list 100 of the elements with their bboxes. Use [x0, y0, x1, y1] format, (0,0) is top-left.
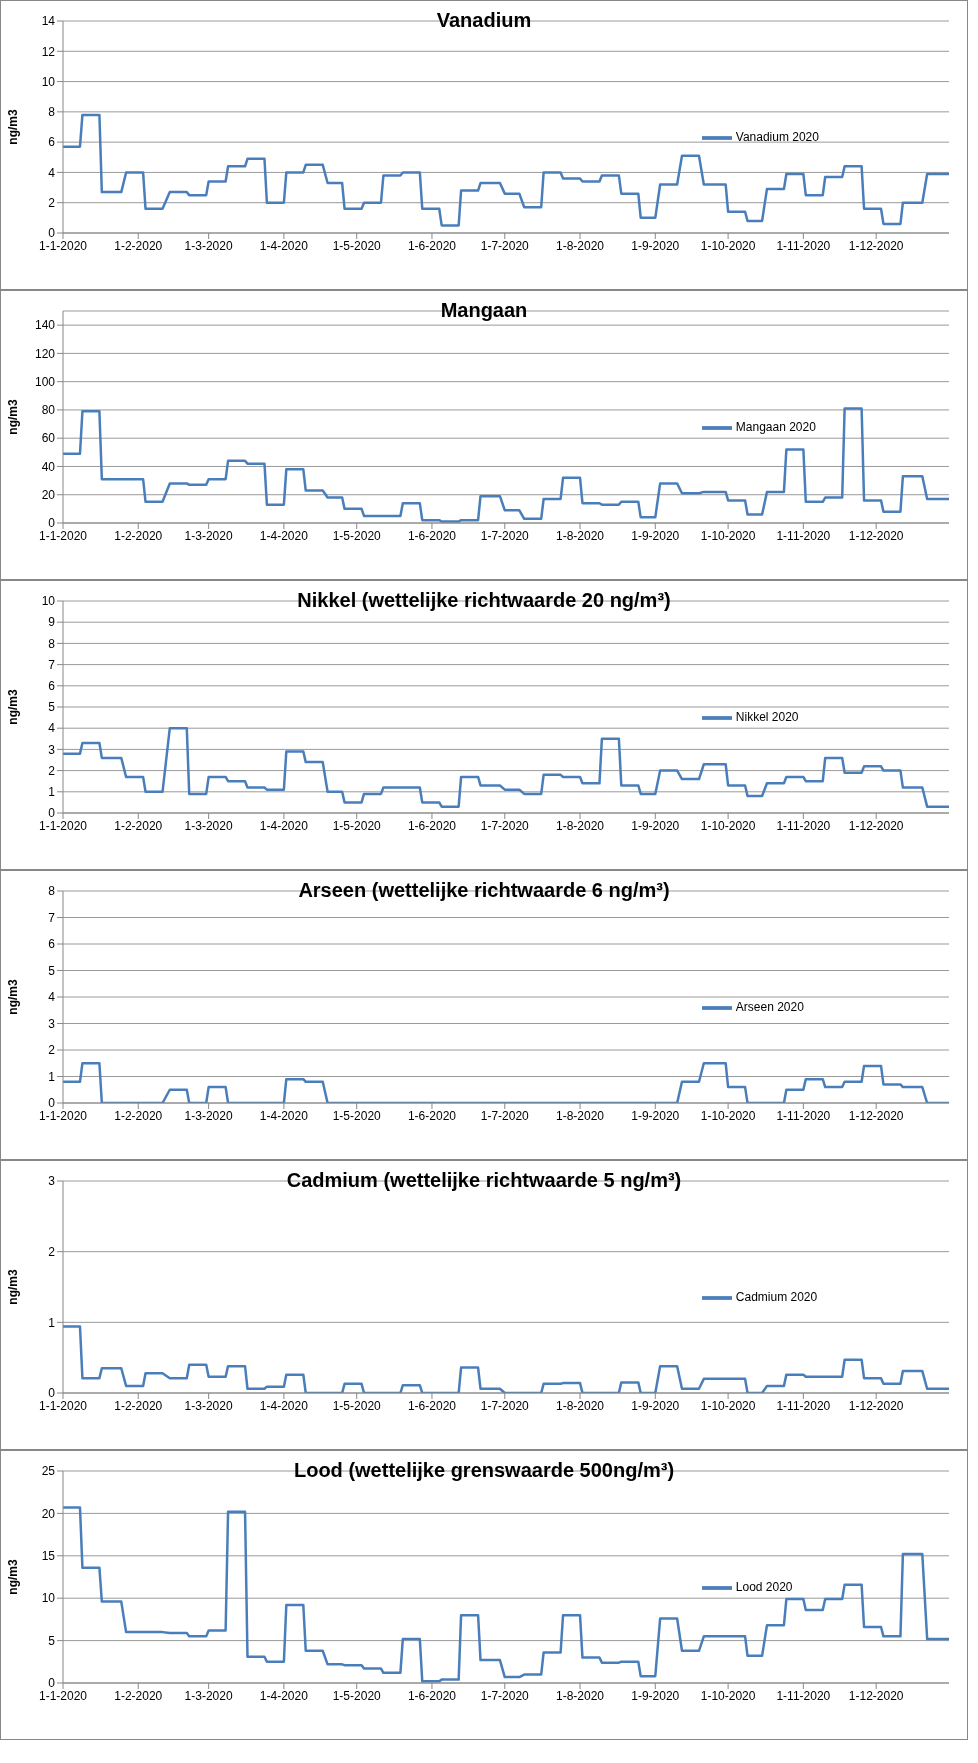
y-tick-label: 10 [41, 74, 56, 89]
y-tick-label: 15 [41, 1549, 56, 1564]
line-series [63, 726, 949, 808]
x-tick-label: 1-8-2020 [556, 1108, 605, 1123]
y-tick-label: 0 [48, 806, 56, 821]
x-tick-label: 1-2-2020 [114, 1398, 163, 1413]
x-tick-label: 1-4-2020 [259, 818, 309, 833]
y-tick-label: 2 [48, 1244, 56, 1259]
x-tick-label: 1-3-2020 [184, 1688, 233, 1703]
x-tick-label: 1-9-2020 [631, 1688, 680, 1703]
x-tick-label: 1-7-2020 [480, 818, 530, 833]
x-tick-label: 1-6-2020 [407, 818, 457, 833]
y-tick-label: 2 [48, 195, 56, 210]
x-tick-label: 1-9-2020 [631, 1108, 680, 1123]
y-tick-label: 0 [48, 516, 56, 531]
x-tick-label: 1-8-2020 [556, 238, 605, 253]
y-tick-label: 100 [34, 374, 56, 389]
legend-label: Nikkel 2020 [735, 709, 799, 724]
x-tick-label: 1-7-2020 [480, 238, 530, 253]
y-tick-label: 14 [41, 14, 56, 29]
y-tick-label: 12 [41, 44, 56, 59]
x-tick-label: 1-11-2020 [776, 1108, 831, 1123]
chart-title: Arseen (wettelijke richtwaarde 6 ng/m³) [298, 879, 670, 901]
x-tick-label: 1-1-2020 [38, 818, 88, 833]
y-tick-label: 5 [48, 963, 56, 978]
x-tick-label: 1-5-2020 [332, 818, 382, 833]
legend-label: Cadmium 2020 [735, 1289, 818, 1304]
x-tick-label: 1-4-2020 [259, 1688, 309, 1703]
x-tick-label: 1-9-2020 [631, 528, 680, 543]
x-tick-label: 1-11-2020 [776, 528, 831, 543]
y-tick-label: 8 [48, 105, 56, 120]
x-tick-label: 1-8-2020 [556, 818, 605, 833]
legend-label: Mangaan 2020 [735, 419, 816, 434]
chart-title: Mangaan [440, 299, 528, 321]
x-tick-label: 1-4-2020 [259, 1398, 309, 1413]
x-tick-label: 1-2-2020 [114, 1688, 163, 1703]
y-tick-label: 8 [48, 884, 56, 899]
y-tick-label: 40 [41, 459, 56, 474]
y-axis-title: ng/m3 [6, 1559, 21, 1595]
y-tick-label: 4 [48, 721, 56, 736]
x-tick-label: 1-10-2020 [700, 1398, 756, 1413]
x-tick-label: 1-3-2020 [184, 818, 233, 833]
y-tick-label: 80 [41, 403, 56, 418]
x-tick-label: 1-11-2020 [776, 238, 831, 253]
x-tick-label: 1-7-2020 [480, 1688, 530, 1703]
y-tick-label: 25 [41, 1464, 56, 1479]
x-tick-label: 1-1-2020 [38, 238, 88, 253]
y-tick-label: 0 [48, 1386, 56, 1401]
x-tick-label: 1-2-2020 [114, 1108, 163, 1123]
x-tick-label: 1-1-2020 [38, 1688, 88, 1703]
x-tick-label: 1-11-2020 [776, 1398, 831, 1413]
y-tick-label: 5 [48, 1633, 56, 1648]
legend-label: Vanadium 2020 [735, 129, 819, 144]
x-tick-label: 1-9-2020 [631, 238, 680, 253]
x-tick-label: 1-4-2020 [259, 1108, 309, 1123]
x-tick-label: 1-10-2020 [700, 528, 756, 543]
x-tick-label: 1-9-2020 [631, 1398, 680, 1413]
y-tick-label: 1 [48, 1315, 56, 1330]
x-tick-label: 1-1-2020 [38, 1108, 88, 1123]
y-tick-label: 6 [48, 679, 56, 694]
x-tick-label: 1-6-2020 [407, 238, 457, 253]
x-tick-label: 1-3-2020 [184, 528, 233, 543]
y-tick-label: 4 [48, 990, 56, 1005]
x-tick-label: 1-4-2020 [259, 528, 309, 543]
y-tick-label: 120 [34, 346, 56, 361]
y-tick-label: 7 [48, 910, 56, 925]
x-tick-label: 1-8-2020 [556, 528, 605, 543]
x-tick-label: 1-7-2020 [480, 1398, 530, 1413]
y-tick-label: 6 [48, 937, 56, 952]
y-tick-label: 0 [48, 1096, 56, 1111]
x-tick-label: 1-12-2020 [848, 1398, 904, 1413]
x-tick-label: 1-6-2020 [407, 1398, 457, 1413]
legend-label: Lood 2020 [735, 1579, 793, 1594]
x-tick-label: 1-12-2020 [848, 818, 904, 833]
x-tick-label: 1-3-2020 [184, 1398, 233, 1413]
y-tick-label: 10 [41, 594, 56, 609]
y-tick-label: 10 [41, 1591, 56, 1606]
y-tick-label: 7 [48, 657, 56, 672]
x-tick-label: 1-10-2020 [700, 1108, 756, 1123]
x-tick-label: 1-3-2020 [184, 1108, 233, 1123]
x-tick-label: 1-11-2020 [776, 818, 831, 833]
y-tick-label: 4 [48, 165, 56, 180]
y-tick-label: 3 [48, 742, 56, 757]
y-tick-label: 6 [48, 135, 56, 150]
x-tick-label: 1-10-2020 [700, 818, 756, 833]
x-tick-label: 1-11-2020 [776, 1688, 831, 1703]
x-tick-label: 1-2-2020 [114, 818, 163, 833]
y-tick-label: 20 [41, 1506, 56, 1521]
y-tick-label: 0 [48, 226, 56, 241]
y-tick-label: 140 [34, 318, 56, 333]
x-tick-label: 1-7-2020 [480, 1108, 530, 1123]
x-tick-label: 1-8-2020 [556, 1398, 605, 1413]
x-tick-label: 1-4-2020 [259, 238, 309, 253]
y-tick-label: 20 [41, 487, 56, 502]
y-tick-label: 2 [48, 1043, 56, 1058]
x-tick-label: 1-5-2020 [332, 1398, 382, 1413]
x-tick-label: 1-5-2020 [332, 1688, 382, 1703]
x-tick-label: 1-12-2020 [848, 1108, 904, 1123]
chart-title: Nikkel (wettelijke richtwaarde 20 ng/m³) [297, 589, 671, 611]
x-tick-label: 1-1-2020 [38, 528, 88, 543]
